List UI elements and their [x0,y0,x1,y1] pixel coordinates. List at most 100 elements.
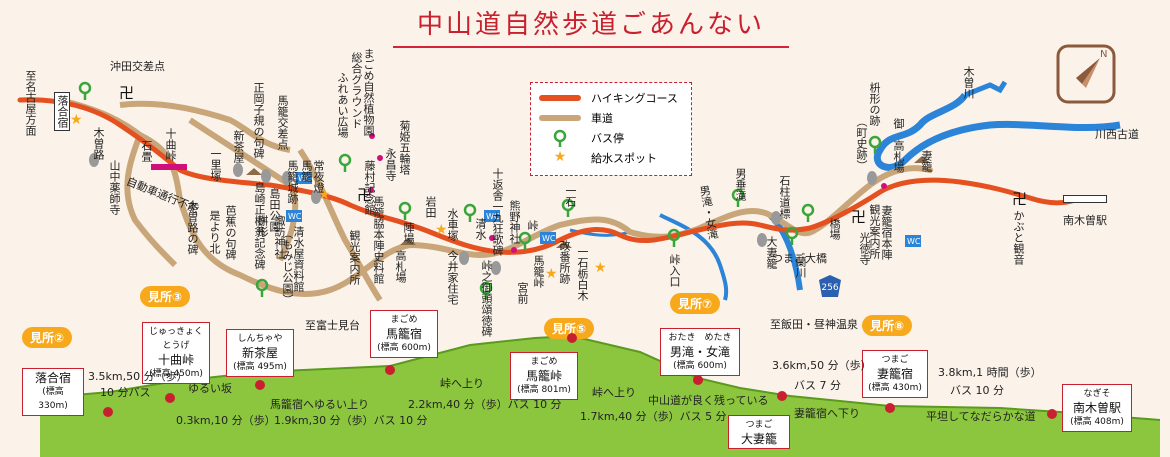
label-kokuon: 高札場 [892,140,905,173]
label-ichirizuka: 一里塚 [209,148,222,181]
seg-text: 1.7km,40 分（歩）バス 5 分 [580,410,727,423]
label-kyosho: 枡形の跡 [868,82,881,126]
label-shinchaya: 新茶屋 [232,130,245,163]
stop-otsumago: つまご 大妻籠 [728,415,790,449]
label-shimazaki: 島崎正樹翁記念碑 [253,182,266,270]
mido-5: 見所⑤ [544,318,595,339]
map-title: 中山道自然歩道ごあんない [393,6,789,48]
svg-text:WC: WC [298,174,312,183]
label-jukkensha: 十返舎一九狂歌碑 [491,168,504,256]
profile-dot [1047,409,1057,419]
label-magome-toge: 馬籠峠 [532,255,545,288]
label-toge: 峠 [526,220,539,231]
label-miyamae: 宮前 [516,282,529,304]
label-kaiban: 改番所跡 [558,240,571,284]
label-kyobashi: 橋場 [828,218,841,240]
lodge-icon [400,238,416,245]
profile-dot [385,365,395,375]
label-fuji: 至富士見台 [305,319,360,332]
label-ishidate: 石柱道標 [778,175,791,219]
svg-text:256: 256 [821,283,838,293]
label-masu: 桝形 [256,215,269,237]
lodge-icon [556,241,572,248]
mido-3: 見所③ [140,286,191,307]
label-ichikoku-tochi: 一石栃白木 [576,246,589,301]
hiking-course [17,97,1078,255]
label-ranagawa: 蘭川 [794,256,807,278]
seg-text: 3.5km,50 分（歩） [88,370,188,383]
label-kumano: 熊野神社 [508,200,521,244]
label-masaoka: 正岡子規の句碑 [252,82,265,159]
seg-text: ゆるい坂 [188,382,232,395]
label-shimada: 島田公園 [268,188,281,232]
profile-dot [777,391,787,401]
mido-7: 見所⑦ [670,293,721,314]
profile-dot [693,375,703,385]
seg-text: 0.3km,10 分（歩） [176,414,276,427]
legend-bus: バス停 [539,129,624,147]
label-eiyasha: 永昌寺 [384,148,397,181]
river-kiso-east [964,80,1008,98]
temple-icon: 卍 [119,84,134,102]
map-legend: ハイキングコース 車道 バス停 ★ 給水スポット [530,82,692,176]
svg-text:WC: WC [486,212,500,221]
route-256-icon: 256 [819,275,841,297]
label-sanchu: 山中薬師寺 [108,160,121,215]
label-tsumago: 妻籠 [920,150,933,172]
label-suishaduka: 水車塚 [446,208,459,241]
label-kawanishi: 川西古道 [1095,128,1139,141]
stop-otaki: おたき めたき 男滝・女滝 (標高 600m) [660,328,740,376]
label-kanko-tsumago: 観光案内所 [868,204,881,259]
label-iwata: 岩田 [424,196,437,218]
seg-text: 妻籠宿へ下り [794,407,860,420]
label-ishidatami: 石畳 [140,140,153,162]
bus-stop-icons [78,81,882,300]
temple-icon: 卍 [1012,190,1027,208]
river-kiso [874,92,1121,171]
svg-text:WC: WC [288,212,302,221]
stop-magome-toge: まごめ 馬籠峠 (標高 801m) [510,352,578,400]
seg-text: バス 7 分 [794,379,841,392]
road-branch1 [124,133,178,268]
label-koutoku: 光徳寺 [858,232,871,265]
station-icon [1063,195,1107,203]
svg-text:★: ★ [70,112,83,128]
legend-hiking: ハイキングコース [539,89,678,107]
seg-text: 峠へ上り [592,386,636,399]
label-kiyotaki: 清水 [474,218,487,240]
river-odaki [659,213,729,301]
label-ground: 総合グラウンド [350,52,363,129]
profile-dot [255,380,265,390]
label-suwa: 諏訪神社 [273,215,286,259]
road-branch3 [297,148,383,302]
stone-icons [89,153,877,275]
stop-shinchaya: しんちゃや 新茶屋 (標高 495m) [226,329,294,377]
label-momiji: （もみじ公園） [281,228,294,305]
label-shimizuya: 清水屋資料館 [292,226,305,292]
svg-text:★: ★ [435,222,448,238]
water-spot-icons: ★ ★ ★ ★ ★ [70,112,607,282]
label-fureai: ふれあい広場 [336,72,349,138]
seg-text: バス 10 分 [950,384,1004,397]
temple-icon: 卍 [851,208,866,226]
elevation-outline [39,334,1161,421]
label-kansatsu: 観光案内所 [348,230,361,285]
road-branch4 [119,100,291,153]
profile-dot [165,393,175,403]
label-ichikoku: 一石 [564,185,577,207]
profile-dot [103,407,113,417]
stop-jukkyoku: じゅっきょくとうげ 十曲峠 (標高 450m) [142,322,210,384]
seg-text: 3.6km,50 分（歩） [772,359,872,372]
label-aru: 峠之御頭頌徳碑 [480,260,493,337]
label-touge-iriguchi: 峠入口 [668,254,681,287]
label-jyoyato: 常夜燈 [312,160,325,193]
label-tsumago-honjin: 妻籠宿本陣 [880,205,893,260]
label-kisoji: 木曽路 [92,127,105,160]
svg-text:WC: WC [542,234,556,243]
seg-text: 平坦してなだらかな道 [926,410,1036,423]
label-ochiai: 落合宿 [54,92,70,131]
seg-text: 峠へ上り [440,377,484,390]
label-honjin: 馬籠脇本陣史料館 [372,196,385,284]
label-toson: 藤村記念館 [363,160,376,215]
